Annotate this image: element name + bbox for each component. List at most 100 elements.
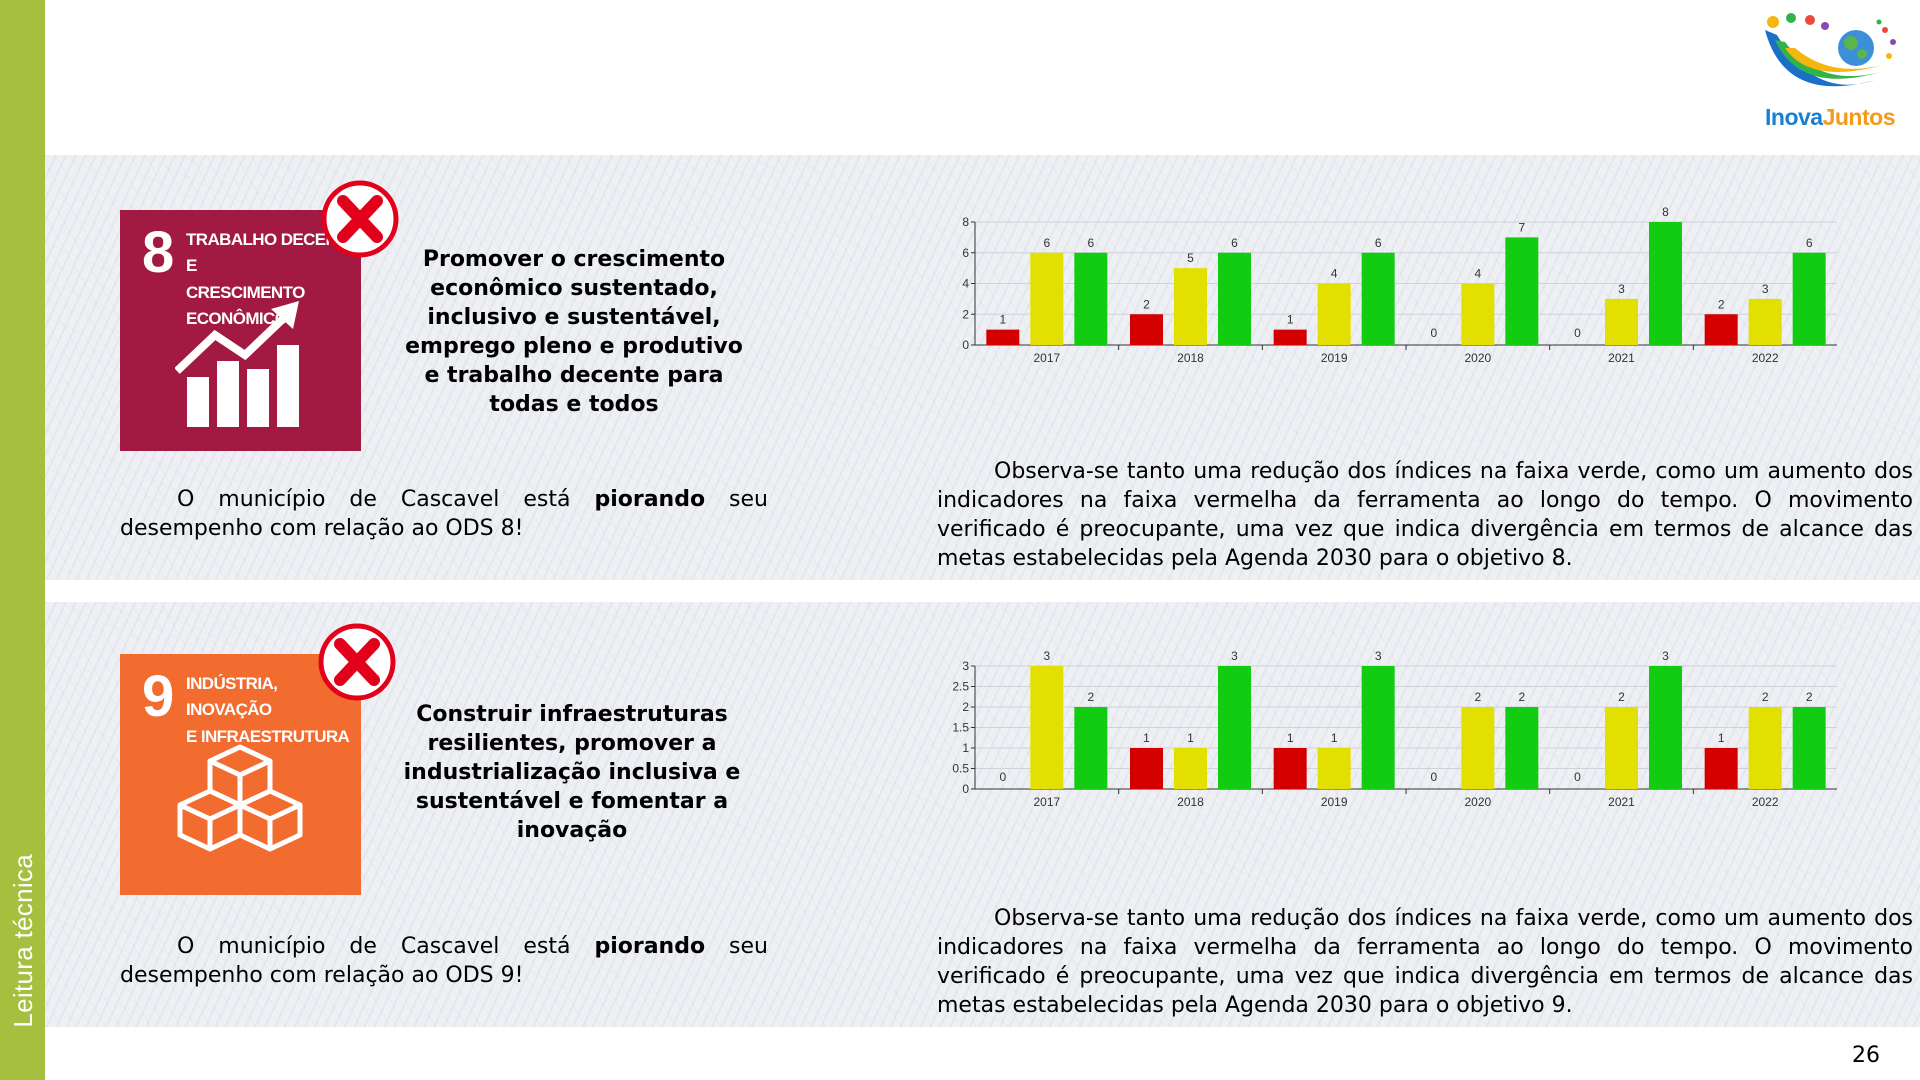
x-mark-icon <box>321 180 399 258</box>
bar <box>1649 222 1682 345</box>
data-label: 6 <box>1375 236 1382 250</box>
logo-wordmark: InovaJuntos <box>1755 104 1905 131</box>
ods8-analysis: Observa-se tanto uma redução dos índices… <box>937 459 1913 571</box>
bar <box>1074 707 1108 789</box>
bar <box>1505 707 1539 789</box>
data-label: 2 <box>1718 297 1725 311</box>
bar <box>1174 748 1207 789</box>
data-label: 8 <box>1662 205 1669 219</box>
status-word: está <box>523 487 571 512</box>
data-label: 1 <box>1718 731 1725 745</box>
logo-word-2: Juntos <box>1822 104 1896 130</box>
status-word: de <box>349 934 377 959</box>
x-tick-label: 2021 <box>1608 351 1635 365</box>
growth-chart-icon <box>175 301 299 427</box>
data-label: 3 <box>1231 649 1238 663</box>
bar <box>1704 314 1738 345</box>
y-tick-label: 0 <box>962 782 969 796</box>
x-tick-label: 2020 <box>1464 351 1491 365</box>
ods8-section: 8 Trabalho decente e crescimento econômi… <box>45 155 1920 580</box>
bar <box>1130 314 1163 345</box>
y-tick-label: 8 <box>962 215 969 229</box>
bar-chart-svg: 0 0.5 1 1.5 2 2.5 3 2017 0 3 2 2018 1 1 3 2019 1 1 3 2020 0 2… <box>952 649 1837 809</box>
data-label: 3 <box>1043 649 1050 663</box>
sdg8-tile: 8 Trabalho decente e crescimento econômi… <box>120 210 361 451</box>
status-word: Cascavel <box>400 487 500 512</box>
x-tick-label: 2018 <box>1177 351 1204 365</box>
data-label: 6 <box>1231 236 1238 250</box>
data-label: 6 <box>1806 236 1813 250</box>
data-label: 2 <box>1518 690 1525 704</box>
data-label: 2 <box>1474 690 1481 704</box>
x-tick-label: 2018 <box>1177 795 1204 809</box>
logo-word-1: Inova <box>1765 104 1823 130</box>
data-label: 7 <box>1518 220 1525 234</box>
bar <box>1273 748 1307 789</box>
data-label: 1 <box>999 313 1006 327</box>
bar <box>1704 748 1738 789</box>
y-tick-label: 4 <box>962 277 969 291</box>
sdg9-number: 9 <box>142 664 174 729</box>
status-keyword: piorando <box>594 934 706 959</box>
x-tick-label: 2019 <box>1321 351 1348 365</box>
cubes-icon <box>177 744 303 852</box>
data-label: 4 <box>1331 267 1338 281</box>
bar <box>1605 298 1638 345</box>
bar-chart-svg: 0 2 4 6 8 2017 1 6 6 2018 2 5 6 2019 1 4 6 2020 0 4 7 2021 0 3 8… <box>962 205 1837 365</box>
ods9-analysis: Observa-se tanto uma redução dos índices… <box>937 906 1913 1018</box>
status-word: O <box>177 487 195 512</box>
data-label: 2 <box>1087 690 1094 704</box>
data-label: 5 <box>1187 251 1194 265</box>
bar <box>1317 283 1351 345</box>
y-tick-label: 1 <box>962 741 969 755</box>
bar <box>1748 298 1782 345</box>
sidebar-label: Leitura técnica <box>8 854 38 1028</box>
data-label: 3 <box>1618 282 1625 296</box>
y-tick-label: 0.5 <box>952 762 969 776</box>
logo-graphic <box>1765 13 1896 87</box>
inovajuntos-logo: InovaJuntos <box>1755 10 1905 135</box>
data-label: 1 <box>1287 731 1294 745</box>
bar <box>1605 707 1638 789</box>
bar <box>1074 252 1108 345</box>
bar <box>1218 252 1251 345</box>
bar <box>1792 707 1826 789</box>
bar <box>1174 268 1207 345</box>
data-label: 1 <box>1287 313 1294 327</box>
data-label: 0 <box>1430 770 1437 784</box>
status-keyword: piorando <box>594 487 706 512</box>
status-word: Cascavel <box>400 934 500 959</box>
ods9-goal: Construir infraestruturas resilientes, p… <box>403 702 741 843</box>
x-mark-icon <box>318 623 396 701</box>
bar <box>986 329 1020 345</box>
data-label: 2 <box>1762 690 1769 704</box>
status-word: município <box>218 934 326 959</box>
bar <box>1030 666 1064 789</box>
data-label: 2 <box>1618 690 1625 704</box>
status-word: O <box>177 934 195 959</box>
ods9-bar-chart: 0 0.5 1 1.5 2 2.5 3 2017 0 3 2 2018 1 1 3 2019 1 1 3 2020 0 2… <box>915 644 1865 819</box>
status-word: seu <box>729 487 768 512</box>
bar <box>1317 748 1351 789</box>
bar <box>1273 329 1307 345</box>
sdg9-title: Indústria, inovação e infraestrutura <box>186 674 350 746</box>
data-label: 1 <box>1331 731 1338 745</box>
data-label: 6 <box>1087 236 1094 250</box>
bar <box>1649 666 1682 789</box>
y-tick-label: 0 <box>962 338 969 352</box>
sidebar: Leitura técnica <box>0 0 45 1080</box>
ods9-section: 9 Indústria, inovação e infraestrutura C… <box>45 602 1920 1027</box>
data-label: 0 <box>999 770 1006 784</box>
status-word: município <box>218 487 326 512</box>
data-label: 4 <box>1474 267 1481 281</box>
data-label: 3 <box>1662 649 1669 663</box>
x-tick-label: 2019 <box>1321 795 1348 809</box>
x-tick-label: 2022 <box>1752 351 1779 365</box>
bar <box>1748 707 1782 789</box>
data-label: 2 <box>1806 690 1813 704</box>
sdg9-tile: 9 Indústria, inovação e infraestrutura <box>120 654 361 895</box>
bar <box>1030 252 1064 345</box>
data-label: 2 <box>1143 297 1150 311</box>
x-tick-label: 2020 <box>1464 795 1491 809</box>
status-word: seu <box>729 934 768 959</box>
